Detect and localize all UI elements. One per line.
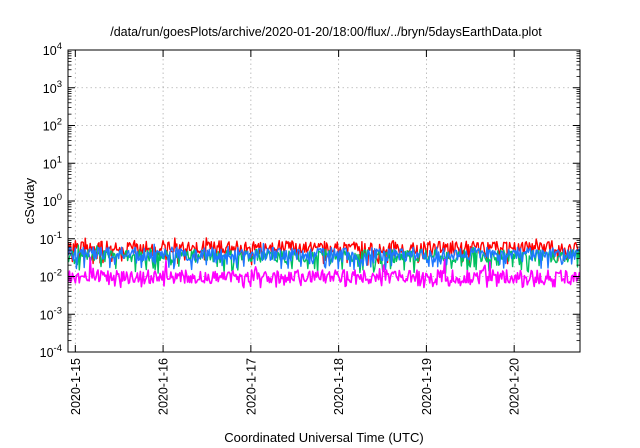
y-tick-label: 10-4 xyxy=(40,343,62,360)
x-tick-label: 2020-1-17 xyxy=(244,358,258,415)
x-axis-label: Coordinated Universal Time (UTC) xyxy=(224,430,423,445)
x-tick-label: 2020-1-15 xyxy=(69,358,83,415)
y-tick-label: 100 xyxy=(43,192,62,209)
y-tick-label: 10-1 xyxy=(40,230,62,247)
x-tick-label: 2020-1-16 xyxy=(157,358,171,415)
y-tick-label: 101 xyxy=(43,154,62,171)
x-tick-label: 2020-1-18 xyxy=(332,358,346,415)
chart-title: /data/run/goesPlots/archive/2020-01-20/1… xyxy=(110,25,542,39)
plot-series xyxy=(67,237,581,289)
y-axis-label: cSv/day xyxy=(22,177,37,224)
y-tick-label: 102 xyxy=(43,117,62,134)
series-line xyxy=(67,256,581,289)
y-tick-label: 10-3 xyxy=(40,305,62,322)
x-tick-label: 2020-1-20 xyxy=(508,358,522,415)
axis-ticks: 10-4 10-3 10-2 10-1 100 101 102 103 104 2020-1-15… xyxy=(40,41,580,415)
series-line xyxy=(67,242,581,271)
grid xyxy=(68,50,580,352)
y-tick-label: 10-2 xyxy=(40,268,62,285)
y-tick-label: 103 xyxy=(43,79,62,96)
x-tick-label: 2020-1-19 xyxy=(420,358,434,415)
y-tick-label: 104 xyxy=(43,41,62,58)
